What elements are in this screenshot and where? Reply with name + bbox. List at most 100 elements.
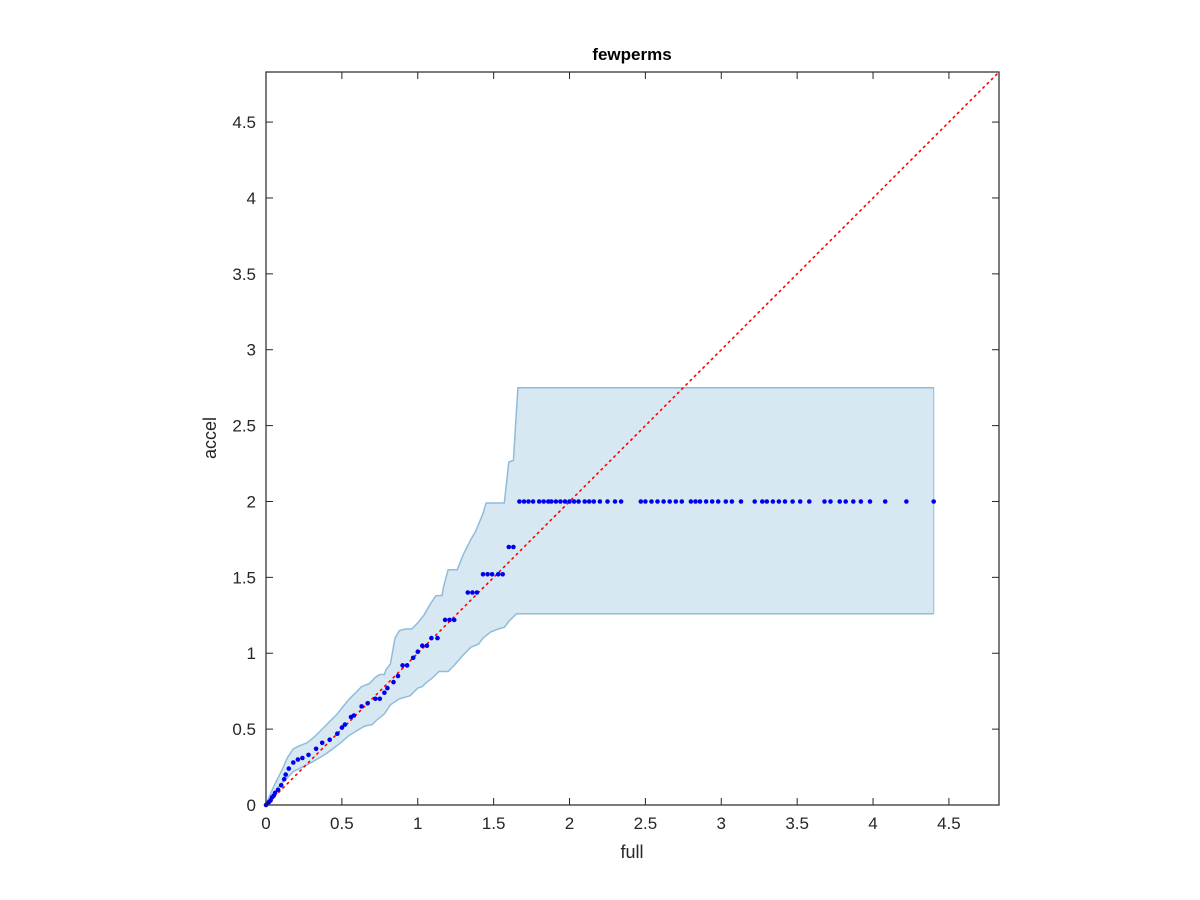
chart-title: fewperms bbox=[592, 45, 671, 64]
data-point bbox=[851, 499, 856, 504]
data-point bbox=[435, 635, 440, 641]
data-point bbox=[882, 499, 888, 504]
data-point bbox=[521, 499, 527, 504]
reference-line-layer bbox=[265, 71, 1000, 806]
data-point bbox=[807, 499, 812, 504]
data-point bbox=[327, 737, 333, 742]
data-point bbox=[797, 499, 803, 504]
data-point bbox=[313, 746, 319, 752]
data-point bbox=[382, 690, 387, 695]
data-point bbox=[272, 790, 278, 796]
data-point bbox=[843, 499, 848, 504]
data-point bbox=[480, 572, 486, 577]
data-point bbox=[567, 499, 572, 504]
data-point bbox=[424, 643, 430, 648]
data-point bbox=[703, 499, 709, 504]
data-point bbox=[404, 663, 410, 668]
data-point bbox=[673, 499, 679, 504]
data-point bbox=[715, 499, 721, 504]
data-point bbox=[790, 499, 795, 504]
data-point bbox=[286, 766, 292, 771]
data-point bbox=[904, 499, 909, 504]
x-tick-label: 1.5 bbox=[482, 814, 506, 833]
x-tick-label: 2.5 bbox=[634, 814, 658, 833]
y-tick-label: 2 bbox=[247, 492, 256, 511]
data-point bbox=[335, 731, 340, 736]
data-point bbox=[495, 572, 501, 577]
data-point bbox=[470, 590, 475, 595]
data-point bbox=[530, 499, 536, 504]
data-point bbox=[729, 499, 735, 504]
data-point bbox=[500, 572, 506, 577]
data-point bbox=[638, 499, 644, 504]
data-point bbox=[576, 499, 581, 504]
x-tick-label: 0.5 bbox=[330, 814, 354, 833]
data-point bbox=[582, 499, 587, 504]
data-point bbox=[442, 617, 448, 623]
data-point bbox=[558, 499, 563, 504]
data-point bbox=[649, 499, 654, 504]
data-point bbox=[420, 643, 425, 648]
data-point bbox=[586, 499, 592, 504]
data-point bbox=[359, 704, 364, 709]
data-point bbox=[342, 722, 348, 727]
y-tick-label: 0.5 bbox=[232, 720, 256, 739]
data-points bbox=[263, 499, 936, 808]
data-point bbox=[752, 499, 757, 504]
data-point bbox=[553, 499, 559, 504]
y-tick-label: 1 bbox=[247, 644, 256, 663]
data-point bbox=[275, 787, 281, 793]
data-point bbox=[782, 499, 788, 504]
data-point bbox=[281, 776, 287, 782]
x-tick-label: 1 bbox=[413, 814, 422, 833]
data-point bbox=[709, 499, 715, 504]
data-point bbox=[351, 713, 357, 718]
data-point bbox=[283, 772, 289, 777]
data-point bbox=[451, 617, 457, 623]
data-point bbox=[828, 499, 833, 504]
data-point bbox=[306, 752, 311, 758]
data-point bbox=[485, 572, 490, 577]
data-point bbox=[776, 499, 782, 504]
x-tick-label: 3.5 bbox=[785, 814, 809, 833]
data-point bbox=[822, 499, 827, 504]
y-tick-label: 3.5 bbox=[232, 265, 256, 284]
data-point bbox=[693, 499, 698, 504]
band-upper-edge bbox=[265, 386, 934, 806]
y-axis-ticks: 0 0.5 1 1.5 2 2.5 3 3.5 4 4.5 bbox=[232, 113, 999, 815]
data-point bbox=[300, 755, 305, 761]
data-point bbox=[385, 685, 390, 691]
data-point bbox=[597, 499, 603, 504]
data-point bbox=[612, 499, 618, 504]
x-tick-label: 0 bbox=[261, 814, 270, 833]
data-point bbox=[643, 499, 648, 504]
data-point bbox=[618, 499, 624, 504]
data-point bbox=[489, 572, 495, 577]
x-tick-label: 2 bbox=[565, 814, 574, 833]
data-point bbox=[365, 701, 371, 706]
reference-line bbox=[265, 71, 1000, 806]
data-point bbox=[679, 499, 685, 504]
data-point bbox=[562, 499, 568, 504]
x-tick-label: 4.5 bbox=[937, 814, 961, 833]
data-point bbox=[395, 673, 401, 679]
data-point bbox=[858, 499, 864, 504]
data-point bbox=[760, 499, 765, 504]
data-point bbox=[667, 499, 672, 504]
x-axis-ticks: 0 0.5 1 1.5 2 2.5 3 3.5 4 4.5 bbox=[261, 72, 961, 833]
data-point bbox=[373, 696, 378, 702]
x-tick-label: 4 bbox=[868, 814, 877, 833]
confidence-band bbox=[265, 386, 935, 806]
data-point bbox=[536, 499, 542, 504]
data-point bbox=[591, 499, 597, 504]
data-point bbox=[447, 617, 452, 623]
y-tick-label: 4.5 bbox=[232, 113, 256, 132]
data-point bbox=[541, 499, 546, 504]
data-point bbox=[278, 783, 284, 788]
data-point bbox=[511, 544, 516, 550]
band-lower-edge bbox=[265, 613, 934, 806]
data-point bbox=[605, 499, 610, 504]
data-point bbox=[506, 544, 512, 550]
data-point bbox=[655, 499, 660, 504]
data-point bbox=[688, 499, 694, 504]
